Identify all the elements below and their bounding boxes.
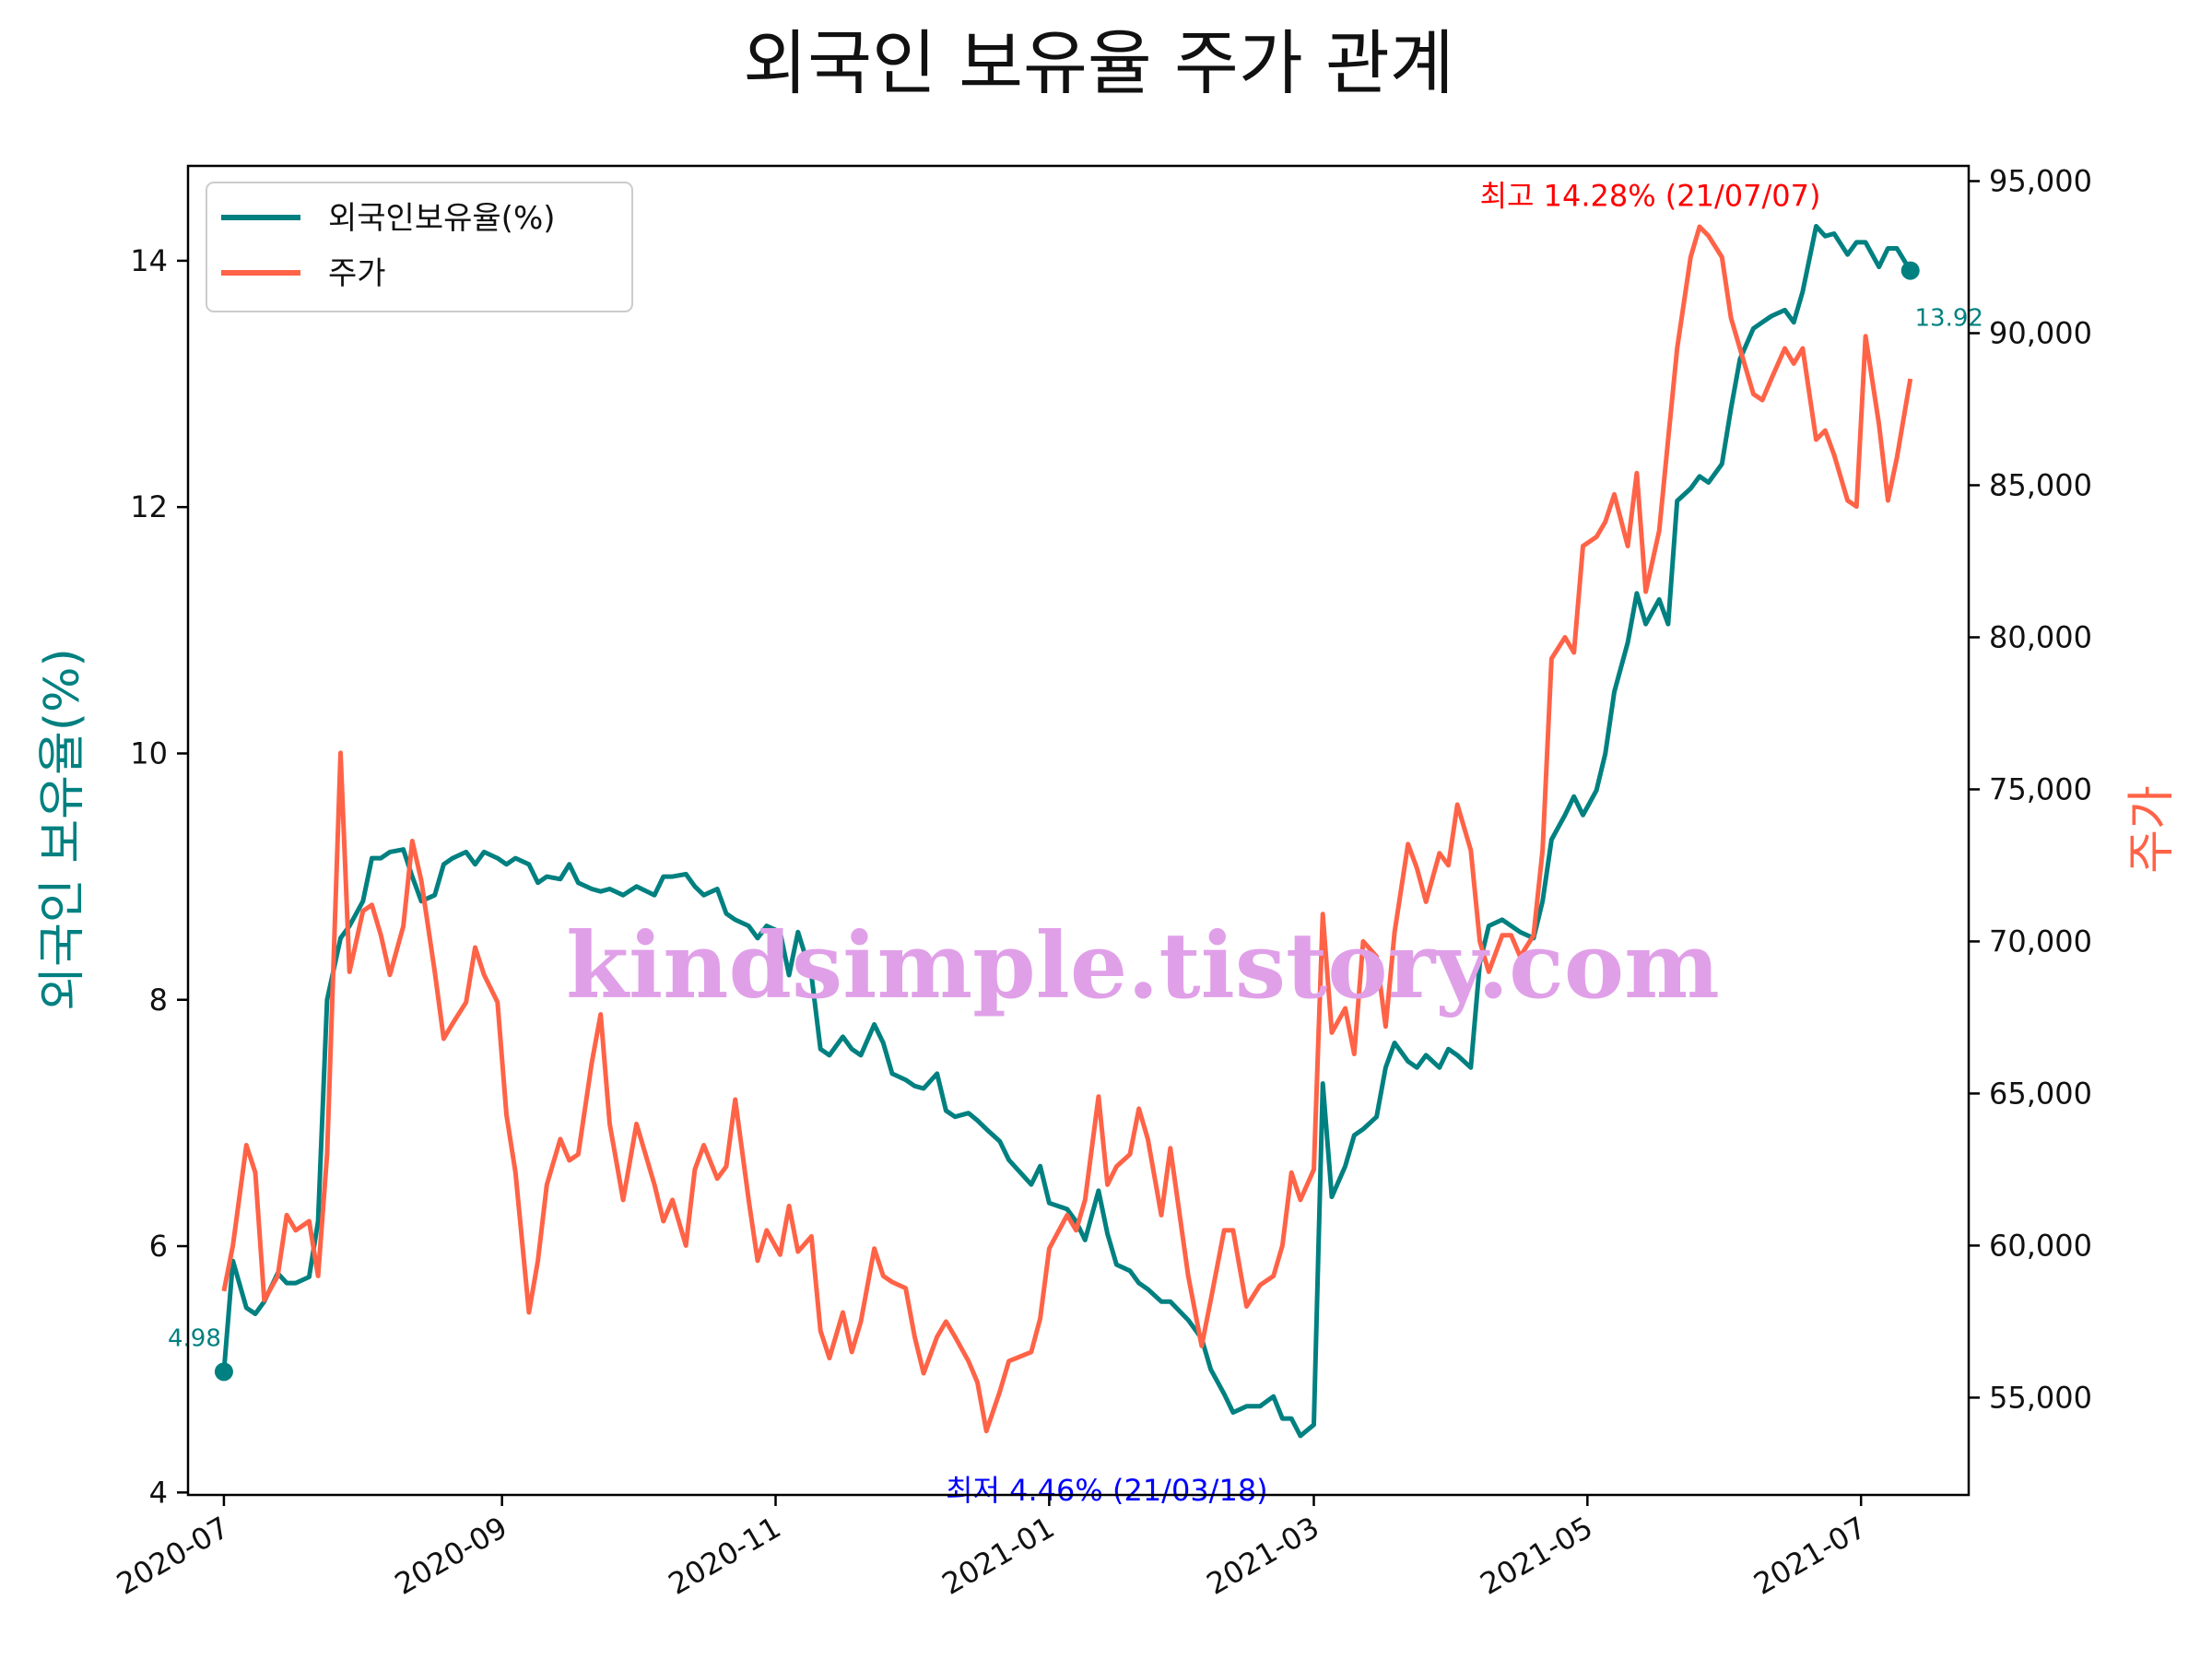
legend-entry-foreign: 외국인보유율(%) xyxy=(328,200,556,237)
right-tick-label: 90,000 xyxy=(1989,315,2092,350)
max-annotation: 최고 14.28% (21/07/07) xyxy=(1480,178,1821,213)
right-tick-label: 65,000 xyxy=(1989,1076,2092,1111)
min-annotation: 최저 4.46% (21/03/18) xyxy=(946,1473,1268,1508)
right-axis-label: 주가 xyxy=(2124,785,2180,874)
right-tick-label: 70,000 xyxy=(1989,924,2092,959)
left-tick-label: 6 xyxy=(149,1229,168,1264)
plot-frame xyxy=(186,164,1971,1497)
legend-frame xyxy=(206,182,633,312)
series-line-foreign-ownership xyxy=(221,224,1912,1439)
series-line-stock-price xyxy=(221,224,1913,1434)
right-tick-label: 80,000 xyxy=(1989,619,2092,654)
endpoint-marker xyxy=(214,1362,233,1382)
legend: 외국인보유율(%) 주가 xyxy=(206,182,633,312)
left-tick-label: 8 xyxy=(149,982,168,1018)
legend-entry-price: 주가 xyxy=(328,255,386,292)
start-value-label: 4.98 xyxy=(168,1324,221,1352)
right-tick-label: 85,000 xyxy=(1989,467,2092,502)
endpoint-marker xyxy=(1900,261,1920,280)
right-tick-label: 75,000 xyxy=(1989,771,2092,806)
plot-area: 최고 14.28% (21/07/07) 최저 4.46% (21/03/18) 4… xyxy=(168,178,1983,1507)
left-tick-label: 10 xyxy=(130,735,168,771)
left-axis-label: 외국인 보유율(%) xyxy=(35,648,90,1011)
right-tick-label: 95,000 xyxy=(1989,163,2092,198)
left-tick-label: 14 xyxy=(130,243,168,278)
watermark: kindsimple.tistory.com xyxy=(566,913,1720,1019)
right-tick-label: 60,000 xyxy=(1989,1228,2092,1263)
left-tick-label: 12 xyxy=(130,489,168,524)
right-tick-label: 55,000 xyxy=(1989,1380,2092,1415)
left-tick-label: 4 xyxy=(149,1475,168,1510)
chart-title: 외국인 보유율 주가 관계 xyxy=(743,22,1454,104)
end-value-label: 13.92 xyxy=(1915,305,1983,333)
